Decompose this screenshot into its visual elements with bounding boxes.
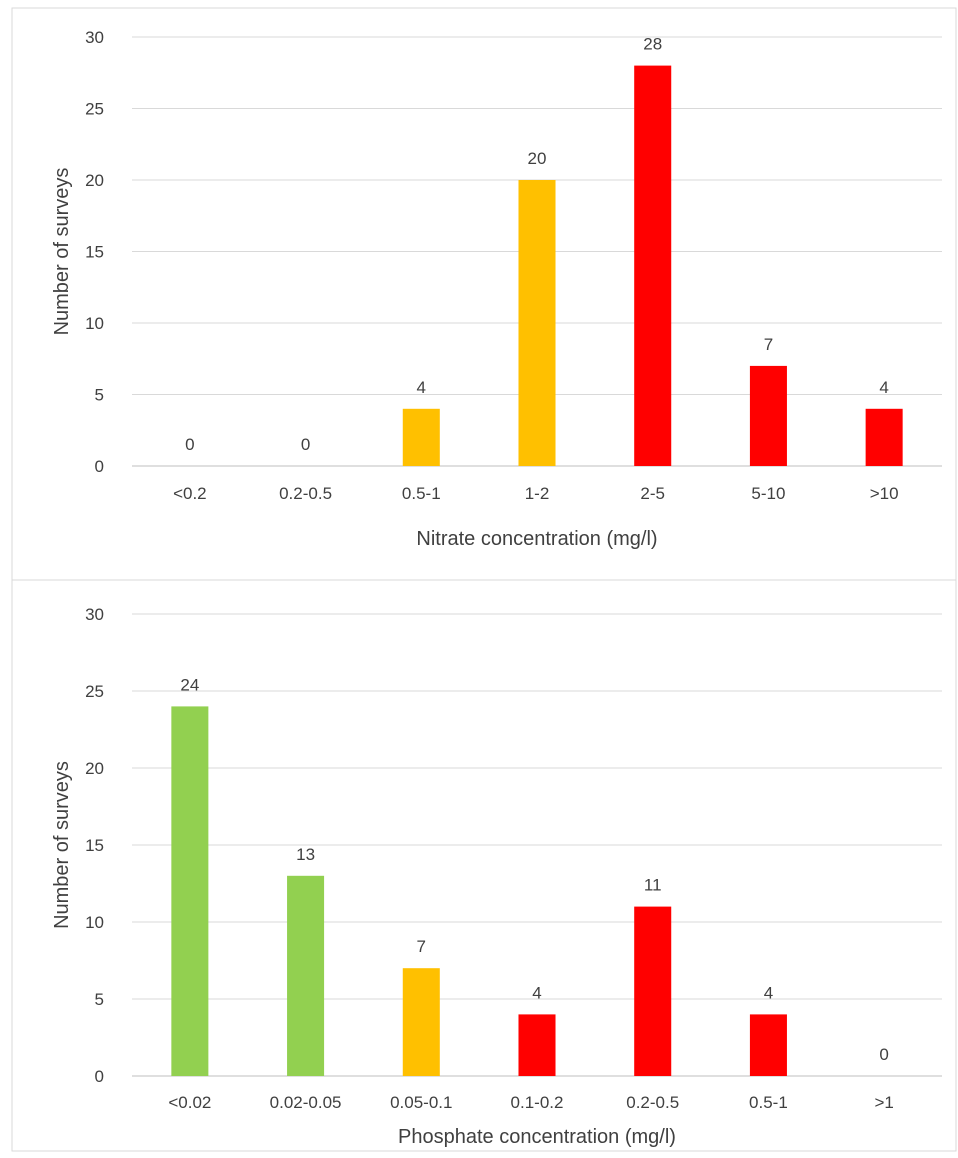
nitrate-x-tick-label: 1-2 xyxy=(525,484,550,503)
nitrate-x-axis-label: Nitrate concentration (mg/l) xyxy=(416,528,657,550)
nitrate-x-tick-label: 2-5 xyxy=(640,484,665,503)
nitrate-y-tick-label: 0 xyxy=(95,457,104,476)
nitrate-y-axis-label: Number of surveys xyxy=(51,168,73,336)
phosphate-x-tick-label: 0.05-0.1 xyxy=(390,1093,452,1112)
phosphate-y-tick-label: 25 xyxy=(85,682,104,701)
nitrate-bar xyxy=(865,408,903,466)
nitrate-y-tick-label: 30 xyxy=(85,28,104,47)
phosphate-data-label: 7 xyxy=(417,937,426,956)
nitrate-y-tick-label: 25 xyxy=(85,100,104,119)
nitrate-data-label: 20 xyxy=(528,149,547,168)
phosphate-x-tick-label: 0.1-0.2 xyxy=(511,1093,564,1112)
nitrate-y-tick-label: 10 xyxy=(85,314,104,333)
phosphate-x-tick-labels: <0.02 0.02-0.05 0.05-0.1 0.1-0.2 0.2-0.5 0.5-… xyxy=(168,1093,893,1112)
phosphate-y-tick-label: 30 xyxy=(85,605,104,624)
phosphate-data-label: 4 xyxy=(532,983,541,1002)
nitrate-x-tick-label: 0.2-0.5 xyxy=(279,484,332,503)
phosphate-y-tick-label: 15 xyxy=(85,836,104,855)
nitrate-x-tick-label: <0.2 xyxy=(173,484,207,503)
phosphate-data-label: 0 xyxy=(879,1045,888,1064)
nitrate-bar xyxy=(402,408,440,466)
phosphate-x-tick-label: 0.5-1 xyxy=(749,1093,788,1112)
phosphate-bar xyxy=(171,706,209,1076)
phosphate-bar xyxy=(287,875,325,1076)
phosphate-y-tick-label: 5 xyxy=(95,990,104,1009)
nitrate-y-tick-label: 5 xyxy=(95,386,104,405)
phosphate-y-axis-label: Number of surveys xyxy=(51,761,73,929)
phosphate-data-label: 13 xyxy=(296,845,315,864)
phosphate-y-tick-label: 10 xyxy=(85,913,104,932)
phosphate-bars xyxy=(171,706,787,1076)
phosphate-data-label: 4 xyxy=(764,983,773,1002)
nitrate-data-labels: 0 0 4 20 28 7 4 xyxy=(185,35,889,454)
nitrate-bar xyxy=(749,365,787,466)
phosphate-bar xyxy=(402,968,440,1076)
nitrate-y-tick-label: 15 xyxy=(85,243,104,262)
nitrate-bars xyxy=(402,65,903,466)
nitrate-data-label: 28 xyxy=(643,35,662,54)
nitrate-data-label: 0 xyxy=(301,435,310,454)
phosphate-x-tick-label: 0.2-0.5 xyxy=(626,1093,679,1112)
nitrate-y-tick-label: 20 xyxy=(85,171,104,190)
nitrate-x-tick-labels: <0.2 0.2-0.5 0.5-1 1-2 2-5 5-10 >10 xyxy=(173,484,898,503)
phosphate-data-labels: 24 13 7 4 11 4 0 xyxy=(180,675,888,1064)
phosphate-bar xyxy=(749,1014,787,1076)
nitrate-data-label: 4 xyxy=(417,378,426,397)
nitrate-y-tick-labels: 0 5 10 15 20 25 30 xyxy=(85,28,104,476)
phosphate-x-tick-label: <0.02 xyxy=(168,1093,211,1112)
nitrate-bar xyxy=(518,180,556,466)
phosphate-x-tick-label: 0.02-0.05 xyxy=(270,1093,342,1112)
nitrate-data-label: 7 xyxy=(764,335,773,354)
nitrate-data-label: 0 xyxy=(185,435,194,454)
phosphate-x-axis-label: Phosphate concentration (mg/l) xyxy=(398,1126,676,1148)
nitrate-x-tick-label: 0.5-1 xyxy=(402,484,441,503)
nitrate-x-tick-label: >10 xyxy=(870,484,899,503)
phosphate-data-label: 24 xyxy=(180,675,199,694)
phosphate-x-tick-label: >1 xyxy=(874,1093,893,1112)
phosphate-y-tick-labels: 0 5 10 15 20 25 30 xyxy=(85,605,104,1086)
chart-frame-phosphate xyxy=(11,579,957,1152)
phosphate-y-tick-label: 0 xyxy=(95,1067,104,1086)
nitrate-bar xyxy=(634,65,672,466)
phosphate-y-tick-label: 20 xyxy=(85,759,104,778)
phosphate-bar xyxy=(518,1014,556,1076)
chart-frame-nitrate xyxy=(11,7,957,581)
phosphate-bar xyxy=(634,906,672,1076)
nitrate-x-tick-label: 5-10 xyxy=(751,484,785,503)
phosphate-data-label: 11 xyxy=(644,876,662,895)
nitrate-data-label: 4 xyxy=(879,378,888,397)
